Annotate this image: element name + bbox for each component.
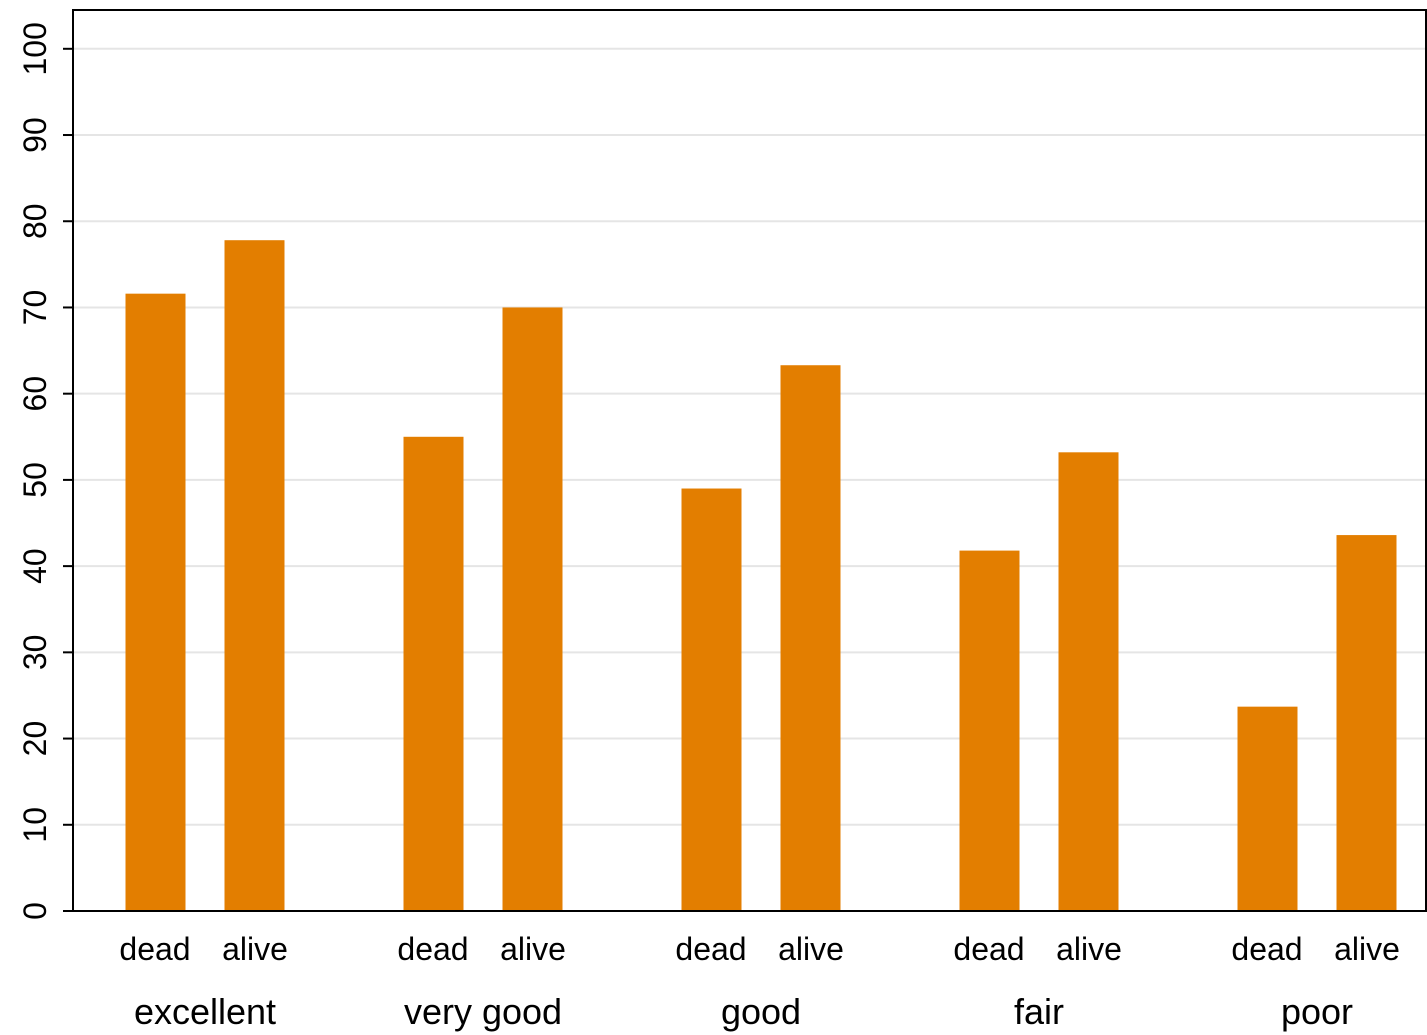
bar-alive-fair bbox=[1058, 452, 1119, 911]
y-tick-label: 50 bbox=[17, 462, 53, 498]
bar-alive-good bbox=[780, 365, 841, 911]
gridlines bbox=[73, 47, 1426, 826]
y-tick-label: 100 bbox=[17, 22, 53, 75]
bar-alive-poor bbox=[1336, 535, 1397, 911]
bar-alive-excellent bbox=[224, 240, 285, 912]
bar-dead-good bbox=[681, 488, 742, 911]
y-tick-label: 20 bbox=[17, 721, 53, 757]
group-label-very-good: very good bbox=[404, 991, 562, 1032]
bar-alive-very-good bbox=[502, 307, 563, 911]
axes bbox=[72, 9, 1427, 912]
y-tick-label: 0 bbox=[17, 902, 53, 920]
bar-label-dead: dead bbox=[953, 931, 1024, 967]
group-label-excellent: excellent bbox=[134, 991, 276, 1032]
y-tick-label: 90 bbox=[17, 117, 53, 153]
bar-dead-very-good bbox=[403, 436, 464, 911]
y-tick-label: 80 bbox=[17, 203, 53, 239]
y-tick-label: 30 bbox=[17, 635, 53, 671]
y-tick-label: 40 bbox=[17, 548, 53, 584]
y-tick-label: 70 bbox=[17, 290, 53, 326]
bars bbox=[125, 240, 1397, 912]
bar-label-dead: dead bbox=[397, 931, 468, 967]
x-axis-labels: dead alive excellent dead alive very good dead… bbox=[119, 931, 1400, 1032]
bar-label-alive: alive bbox=[778, 931, 844, 967]
group-label-poor: poor bbox=[1281, 991, 1353, 1032]
group-label-fair: fair bbox=[1014, 991, 1064, 1032]
y-axis-ticks: 0 10 20 30 40 50 60 70 80 90 100 bbox=[17, 22, 73, 920]
bar-label-alive: alive bbox=[222, 931, 288, 967]
bar-label-dead: dead bbox=[675, 931, 746, 967]
bar-dead-excellent bbox=[125, 293, 186, 911]
bar-label-dead: dead bbox=[1231, 931, 1302, 967]
bar-label-alive: alive bbox=[1056, 931, 1122, 967]
bar-dead-fair bbox=[959, 550, 1020, 911]
group-label-good: good bbox=[721, 991, 801, 1032]
y-tick-label: 10 bbox=[17, 807, 53, 843]
bar-label-dead: dead bbox=[119, 931, 190, 967]
bar-label-alive: alive bbox=[1334, 931, 1400, 967]
bar-dead-poor bbox=[1237, 706, 1298, 911]
bar-label-alive: alive bbox=[500, 931, 566, 967]
plot-frame bbox=[72, 9, 1427, 912]
y-tick-label: 60 bbox=[17, 376, 53, 412]
